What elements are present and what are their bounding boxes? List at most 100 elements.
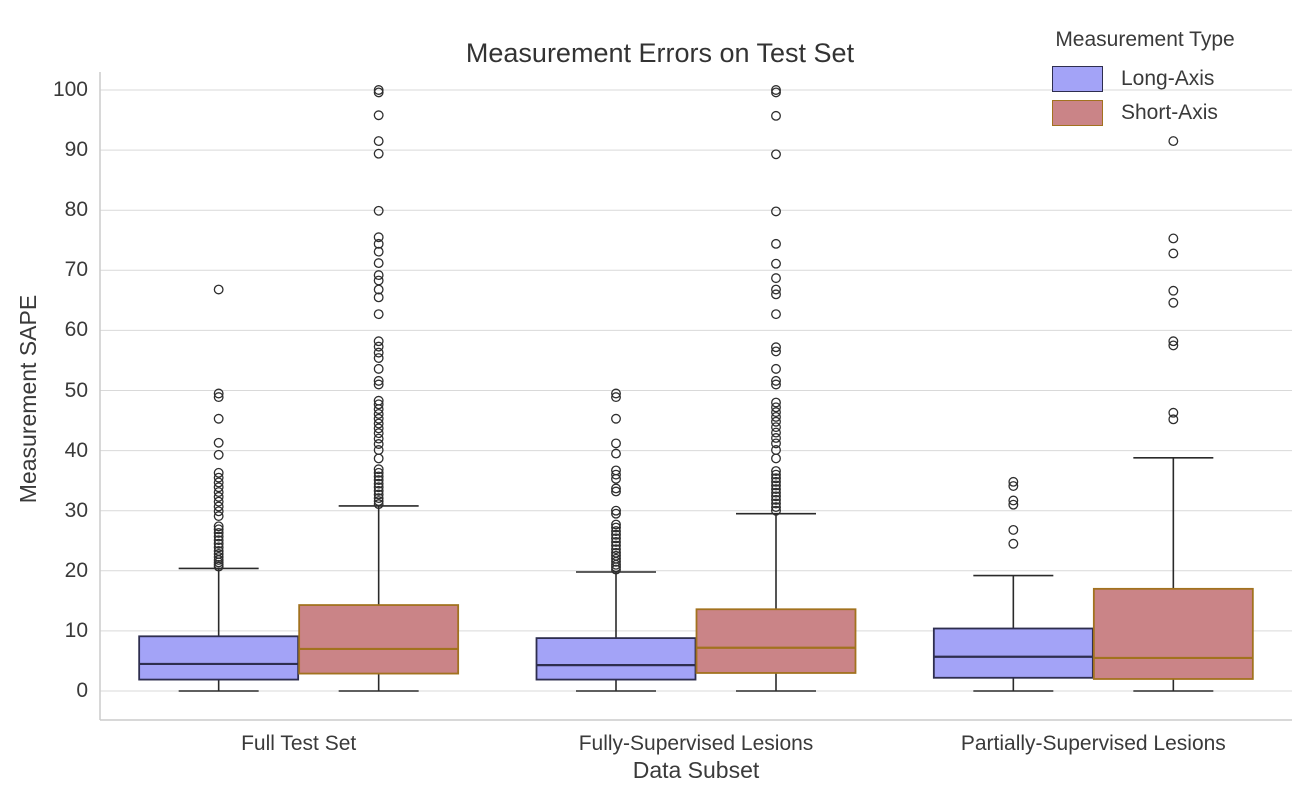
outlier-point	[1008, 495, 1019, 506]
outlier-point	[611, 529, 621, 540]
outlier-point	[373, 453, 384, 464]
outlier-point	[771, 445, 781, 455]
outlier-point	[213, 487, 224, 498]
outlier-point	[213, 552, 224, 562]
y-tick-label: 100	[52, 78, 88, 101]
outlier-point	[373, 499, 384, 510]
box-long-axis	[535, 637, 697, 681]
outlier-point	[373, 471, 384, 482]
outlier-point	[611, 540, 621, 551]
legend-item-short-axis: Short-Axis	[1052, 99, 1218, 126]
x-axis-label: Data Subset	[632, 757, 760, 783]
outlier-point	[611, 388, 621, 399]
y-tick-label: 10	[64, 618, 88, 642]
outlier-point	[611, 438, 621, 449]
outlier-point	[771, 438, 781, 449]
outlier-point	[771, 422, 781, 433]
legend-title: Measurement Type	[1055, 28, 1235, 51]
outlier-point	[213, 511, 224, 522]
outlier-point	[611, 519, 621, 530]
outlier-point	[1168, 136, 1179, 147]
outlier-point	[611, 522, 621, 533]
y-tick-label: 20	[64, 558, 88, 582]
outlier-point	[373, 439, 384, 449]
outlier-point	[771, 473, 781, 484]
outlier-point	[1168, 248, 1179, 259]
outlier-point	[1168, 297, 1179, 308]
outlier-point	[771, 284, 781, 295]
outlier-point	[213, 413, 224, 424]
outlier-point	[373, 428, 384, 439]
outlier-point	[213, 482, 224, 493]
outlier-point	[611, 448, 621, 459]
outlier-point	[213, 521, 224, 532]
outlier-point	[373, 467, 384, 478]
outlier-point	[771, 487, 781, 498]
y-tick-label: 80	[64, 198, 88, 222]
outlier-point	[771, 258, 781, 269]
outlier-point	[1008, 538, 1019, 549]
x-category-label: Partially-Supervised Lesions	[960, 732, 1226, 755]
outlier-point	[611, 544, 621, 555]
outlier-point	[373, 464, 384, 475]
outlier-point	[373, 423, 384, 434]
outlier-point	[771, 411, 781, 422]
outlier-point	[771, 85, 781, 95]
outlier-point	[373, 275, 384, 286]
outlier-point	[373, 363, 384, 374]
outlier-point	[771, 484, 781, 495]
legend: Measurement Type Long-Axis Short-Axis	[1032, 28, 1272, 126]
outlier-point	[771, 466, 781, 476]
outlier-point	[373, 482, 384, 493]
outlier-point	[373, 399, 384, 410]
outlier-point	[373, 110, 384, 121]
outlier-point	[611, 508, 621, 519]
outlier-point	[373, 485, 384, 496]
outlier-point	[373, 258, 384, 269]
outlier-point	[771, 346, 781, 357]
outlier-point	[771, 379, 781, 390]
outlier-point	[213, 477, 224, 488]
y-tick-label: 60	[64, 318, 88, 342]
outlier-point	[373, 353, 384, 363]
y-tick-label: 40	[64, 438, 88, 462]
outlier-point	[771, 505, 781, 516]
outlier-point	[213, 538, 224, 549]
outlier-point	[1168, 414, 1179, 425]
outlier-point	[771, 110, 781, 121]
outlier-point	[611, 537, 621, 547]
outlier-point	[213, 472, 224, 483]
outlier-point	[611, 505, 621, 516]
outlier-point	[771, 494, 781, 505]
box-short-axis	[298, 604, 460, 675]
outlier-point	[771, 149, 781, 160]
outlier-point	[213, 535, 224, 546]
outlier-point	[771, 289, 781, 300]
outlier-point	[611, 526, 621, 537]
outlier-point	[771, 375, 781, 386]
outlier-point	[213, 496, 224, 507]
outlier-point	[373, 246, 384, 257]
outlier-point	[373, 238, 384, 249]
outlier-point	[373, 148, 384, 159]
outlier-point	[1008, 499, 1019, 510]
outlier-point	[771, 238, 781, 249]
outlier-point	[771, 363, 781, 374]
outlier-point	[611, 465, 621, 476]
legend-label: Short-Axis	[1121, 101, 1218, 124]
outlier-point	[373, 292, 384, 303]
outlier-point	[373, 341, 384, 352]
chart-title: Measurement Errors on Test Set	[465, 38, 855, 68]
legend-label: Long-Axis	[1121, 67, 1215, 90]
outlier-point	[771, 397, 781, 408]
outlier-point	[611, 550, 621, 561]
outlier-point	[373, 232, 384, 243]
outlier-point	[771, 476, 781, 487]
outlier-point	[373, 375, 384, 386]
outlier-point	[771, 273, 781, 284]
outlier-point	[373, 496, 384, 507]
outlier-point	[611, 547, 621, 558]
y-tick-label: 50	[64, 378, 88, 402]
outlier-point	[213, 506, 224, 517]
